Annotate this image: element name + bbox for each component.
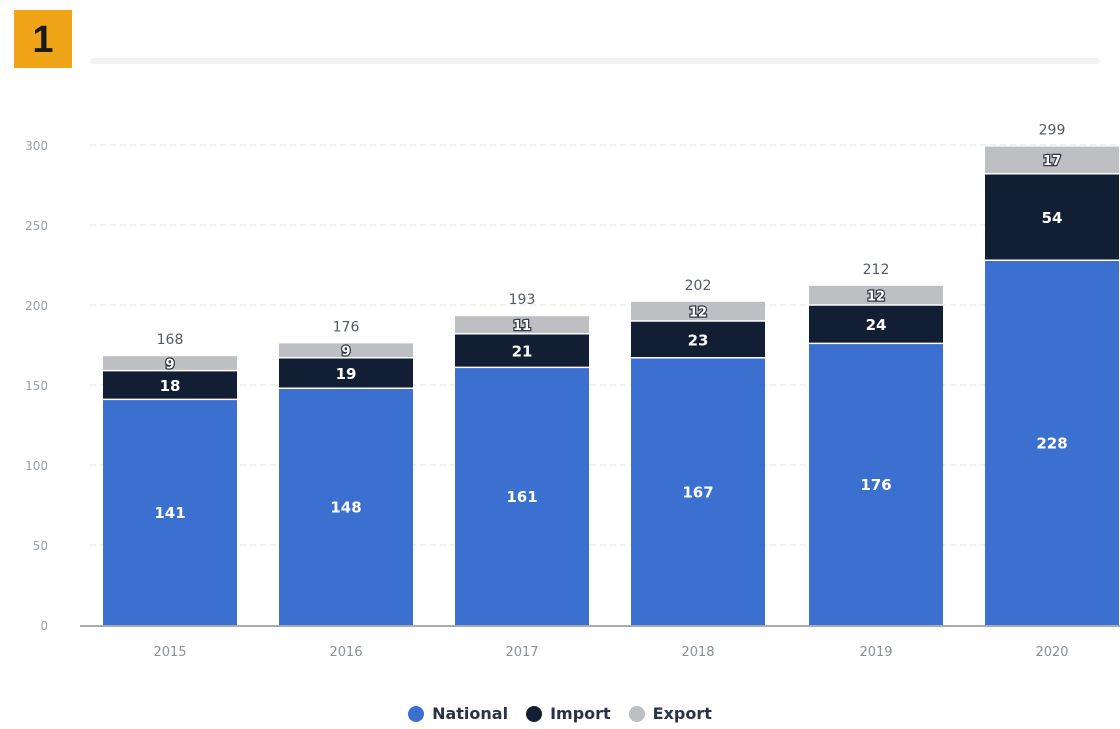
bar-segment-export: [809, 285, 943, 305]
legend-marker-icon: [408, 705, 425, 722]
bar-segment-import: [279, 357, 413, 389]
x-tick-label: 2020: [1035, 645, 1068, 660]
x-tick-label: 2018: [681, 645, 714, 660]
bar-value-label: 17: [1043, 154, 1061, 169]
legend-item-import[interactable]: Import: [526, 704, 611, 723]
x-tick-label: 2016: [329, 645, 362, 660]
bar-segment-export: [455, 316, 589, 334]
bar-segment-national: [809, 343, 943, 625]
legend-label: National: [432, 704, 509, 723]
x-tick-label: 2015: [153, 645, 186, 660]
bar-segment-national: [631, 357, 765, 625]
bar-value-label: 12: [867, 289, 885, 304]
stacked-bar-chart: 0 50 100 150 200 250 300 141 18 9 168 2015 148 19 9 176…: [25, 123, 1120, 660]
bar-segment-national: [455, 367, 589, 625]
x-tick-label: 2019: [859, 645, 892, 660]
bar-segment-national: [279, 388, 413, 625]
bar-total-label: 176: [333, 319, 360, 335]
bar-segment-export: [103, 356, 237, 371]
y-tick-label: 250: [25, 219, 48, 233]
bar-segment-national: [985, 260, 1119, 625]
figure-number: 1: [32, 19, 54, 61]
bar-value-label: 167: [682, 483, 713, 501]
bar-value-label: 148: [330, 499, 361, 517]
bar-value-label: 19: [336, 365, 357, 383]
bar-total-label: 168: [157, 332, 184, 348]
y-tick-label: 50: [33, 539, 48, 553]
title-placeholder-line: [90, 58, 1100, 64]
bar-segment-import: [985, 173, 1119, 261]
bar-value-label: 18: [160, 377, 181, 395]
legend-item-national[interactable]: National: [408, 704, 508, 723]
bar-value-label: 54: [1042, 209, 1063, 227]
bar-segment-export: [279, 343, 413, 358]
bar-value-label: 161: [506, 488, 537, 506]
bar-segment-import: [455, 333, 589, 368]
bar-value-label: 141: [154, 504, 185, 522]
y-tick-label: 150: [25, 379, 48, 393]
figure-number-badge: 1: [14, 10, 72, 68]
bar-total-label: 193: [509, 292, 536, 308]
bar-segment-import: [809, 305, 943, 344]
bar-value-label: 11: [513, 319, 531, 334]
y-tick-label: 200: [25, 299, 48, 313]
bar-value-label: 12: [689, 305, 707, 320]
bar-value-label: 23: [688, 331, 709, 349]
legend-label: Export: [652, 704, 712, 723]
legend-item-export[interactable]: Export: [628, 704, 712, 723]
bar-total-label: 212: [863, 262, 890, 278]
bar-value-label: 176: [860, 476, 891, 494]
bar-value-label: 21: [512, 343, 533, 361]
bar-value-label: 24: [866, 316, 887, 334]
y-tick-label: 100: [25, 459, 48, 473]
legend-label: Import: [550, 704, 611, 723]
legend-marker-icon: [628, 705, 645, 722]
legend-marker-icon: [526, 705, 543, 722]
y-tick-label: 0: [40, 619, 48, 633]
bar-value-label: 9: [165, 357, 174, 372]
y-tick-label: 300: [25, 139, 48, 153]
bar-segment-export: [631, 301, 765, 321]
bar-value-label: 9: [341, 345, 350, 360]
bar-value-label: 228: [1036, 435, 1067, 453]
x-tick-label: 2017: [505, 645, 538, 660]
bar-segment-import: [103, 370, 237, 400]
bar-total-label: 202: [685, 278, 712, 294]
bar-segment-import: [631, 321, 765, 358]
bar-segment-national: [103, 399, 237, 625]
chart-legend: National Import Export: [0, 704, 1120, 723]
bar-segment-export: [985, 146, 1119, 174]
bar-total-label: 299: [1039, 123, 1066, 139]
